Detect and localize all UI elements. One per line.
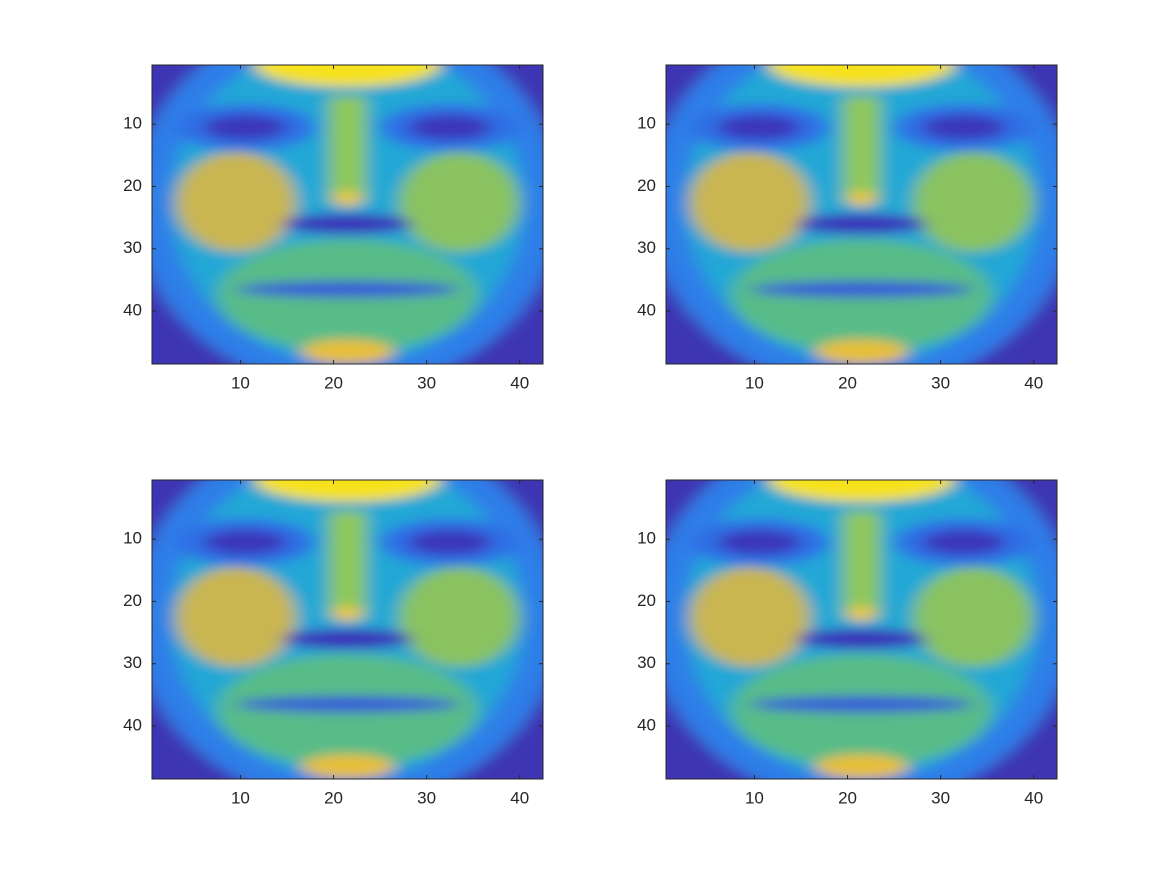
y-tick-label: 20 [123,176,142,195]
axes: 10 20 30 40 10 20 30 40 [123,430,561,807]
y-tick-label: 20 [637,176,656,195]
axes: 10 20 30 40 10 20 30 40 [637,15,1075,392]
x-tick-label: 40 [510,373,529,392]
y-tick-label: 40 [637,301,656,320]
x-tick-label: 30 [931,788,950,807]
axes-box [665,479,1058,780]
y-tick-label: 30 [123,653,142,672]
x-tick-label: 10 [745,788,764,807]
axes-box [151,479,544,780]
x-tick-label: 20 [838,788,857,807]
y-tick-label: 20 [123,591,142,610]
x-tick-label: 40 [1024,788,1043,807]
y-tick-label: 10 [123,114,142,133]
y-tick-label: 30 [637,238,656,257]
y-tick-label: 40 [123,716,142,735]
x-tick-label: 40 [1024,373,1043,392]
image [133,430,561,804]
y-tick-label: 20 [637,591,656,610]
y-tick-label: 10 [123,529,142,548]
y-tick-label: 10 [637,529,656,548]
face-image [133,15,561,389]
axes-box [665,64,1058,365]
x-tick-label: 10 [231,373,250,392]
x-tick-label: 30 [931,373,950,392]
face-image [647,430,1075,804]
x-tick-label: 40 [510,788,529,807]
x-tick-label: 10 [231,788,250,807]
y-tick-label: 30 [123,238,142,257]
y-tick-label: 10 [637,114,656,133]
y-tick-label: 40 [637,716,656,735]
image [647,15,1075,389]
x-tick-label: 30 [417,373,436,392]
x-tick-label: 20 [838,373,857,392]
face-image [647,15,1075,389]
face-image [133,430,561,804]
axes: 10 20 30 40 10 20 30 40 [123,15,561,392]
x-tick-label: 10 [745,373,764,392]
axes-box [151,64,544,365]
x-tick-label: 20 [324,788,343,807]
y-tick-label: 30 [637,653,656,672]
image [647,430,1075,804]
x-tick-label: 20 [324,373,343,392]
axes: 10 20 30 40 10 20 30 40 [637,430,1075,807]
image [133,15,561,389]
y-tick-label: 40 [123,301,142,320]
x-tick-label: 30 [417,788,436,807]
